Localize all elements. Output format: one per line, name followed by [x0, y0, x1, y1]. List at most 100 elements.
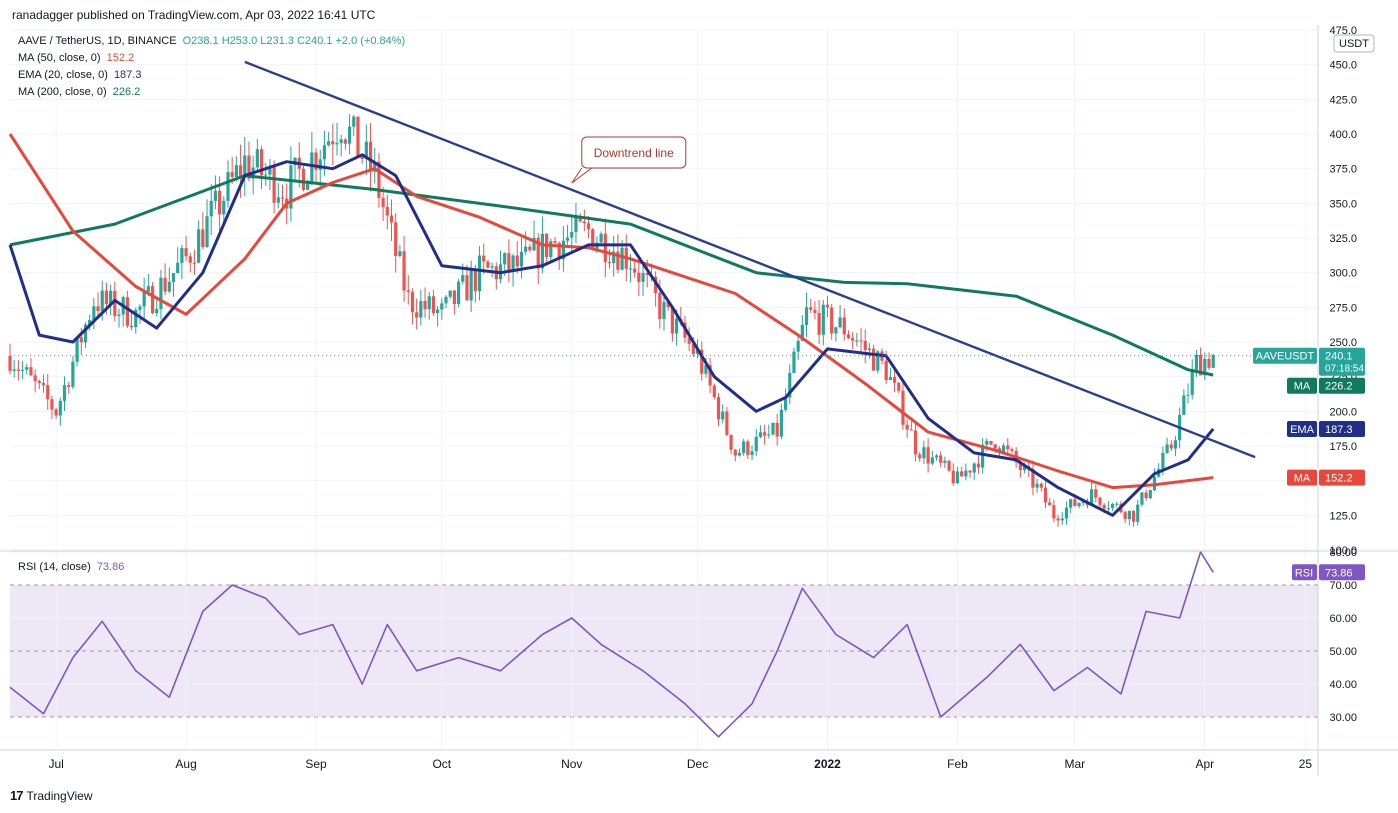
rsi-label: RSI (14, close) — [18, 561, 91, 573]
candle-body — [599, 233, 603, 243]
candle-body — [159, 277, 163, 309]
rsi-tag-value-box — [1319, 564, 1365, 581]
currency-box — [1333, 34, 1375, 53]
candle-body — [846, 334, 851, 339]
candle-body — [981, 444, 985, 468]
ohlc-values: O238.1 H253.0 L231.3 C240.1 +2.0 (+0.84%… — [182, 35, 406, 47]
candle-body — [687, 337, 691, 344]
candle-body — [712, 385, 716, 398]
candle-body — [767, 434, 771, 436]
tradingview-footer[interactable]: 17 TradingView — [10, 788, 93, 803]
candle-body — [1169, 444, 1173, 449]
candle-body — [415, 312, 419, 318]
candle-body — [788, 373, 792, 398]
candle-body — [913, 430, 918, 455]
candle-body — [746, 441, 750, 455]
candle-body — [536, 237, 540, 269]
price-tick-label: 450.0 — [1329, 60, 1357, 72]
candle-body — [519, 251, 524, 267]
candle-body — [591, 229, 595, 250]
candle-body — [1144, 492, 1148, 499]
candle-body — [1127, 510, 1131, 520]
candle-body — [1060, 518, 1064, 521]
candle-body — [1081, 501, 1085, 503]
candle-body — [867, 348, 872, 351]
candle-body — [54, 409, 58, 416]
legend-ma50: MA (50, close, 0) 152.2 — [18, 52, 134, 64]
candle-body — [1115, 503, 1119, 505]
candle-body — [201, 229, 205, 248]
candle-body — [113, 290, 117, 316]
candle-body — [360, 156, 364, 159]
rsi-band — [10, 585, 1318, 717]
candle-body — [109, 290, 113, 304]
last-price-tag-value-box — [1319, 347, 1365, 376]
candle-body — [100, 290, 104, 312]
candle-body — [561, 240, 565, 260]
candle-body — [616, 251, 620, 270]
price-tick-label: 350.0 — [1329, 198, 1357, 210]
rsi-tick-label: 40.00 — [1329, 679, 1357, 691]
candle-body — [607, 262, 612, 264]
candle-body — [335, 143, 339, 145]
candle-body — [670, 307, 674, 334]
candle-body — [716, 397, 721, 420]
candle-body — [410, 292, 415, 313]
symbol-label: AAVE / TetherUS, 1D, BINANCE — [18, 35, 177, 47]
rsi-tag-label-box — [1292, 564, 1317, 581]
time-tick-label: 25 — [1299, 757, 1313, 771]
annotation-text: Downtrend line — [594, 146, 674, 160]
candle-body — [423, 300, 427, 310]
price-tick-label: 475.0 — [1329, 25, 1357, 37]
candle-body — [486, 261, 490, 268]
ma50-tag-value: 152.2 — [1325, 473, 1353, 485]
candle-body — [1056, 518, 1060, 521]
candle-body — [444, 296, 448, 304]
candle-body — [482, 255, 486, 262]
candle-body — [419, 300, 423, 318]
candle-body — [150, 286, 155, 314]
candle-body — [37, 381, 41, 383]
candle-body — [796, 340, 800, 352]
candle-body — [33, 375, 37, 382]
ma50-tag-value-box — [1319, 469, 1365, 486]
candle-body — [532, 237, 536, 251]
candle-body — [528, 246, 532, 251]
candle-body — [268, 166, 272, 175]
time-tick-label: Aug — [175, 757, 196, 771]
candle-body — [75, 337, 79, 362]
candle-body — [440, 303, 444, 310]
candle-body — [461, 275, 465, 282]
candle-body — [1001, 445, 1006, 453]
candle-body — [1165, 444, 1169, 453]
candle-body — [167, 281, 171, 292]
candle-body — [892, 377, 897, 383]
candle-body — [758, 432, 763, 437]
candle-body — [830, 307, 834, 334]
candle-body — [792, 351, 796, 374]
candle-body — [771, 422, 775, 435]
candle-body — [406, 290, 410, 293]
price-tags: AAVEUSDT 240.107:18:54 MA 226.2 EMA 187.3 MA 15… — [1253, 347, 1365, 581]
candle-body — [385, 207, 389, 216]
candle-body — [1211, 354, 1215, 368]
time-tick-label: Mar — [1065, 757, 1086, 771]
candle-body — [20, 369, 25, 371]
candle-body — [1039, 483, 1043, 488]
rsi-value: 73.86 — [96, 561, 125, 573]
candle-body — [402, 251, 406, 291]
candle-body — [721, 411, 725, 420]
candle-body — [62, 385, 67, 401]
candle-body — [431, 296, 436, 314]
candle-body — [226, 172, 230, 201]
candle-body — [465, 275, 469, 301]
candle-body — [666, 302, 670, 308]
candle-body — [1136, 504, 1140, 522]
candle-body — [427, 296, 431, 310]
price-tick-label: 275.0 — [1329, 302, 1357, 314]
candle-body — [452, 290, 456, 304]
last-price-tag-label-box — [1253, 347, 1317, 364]
candle-body — [750, 451, 754, 455]
candle-body — [511, 255, 515, 272]
